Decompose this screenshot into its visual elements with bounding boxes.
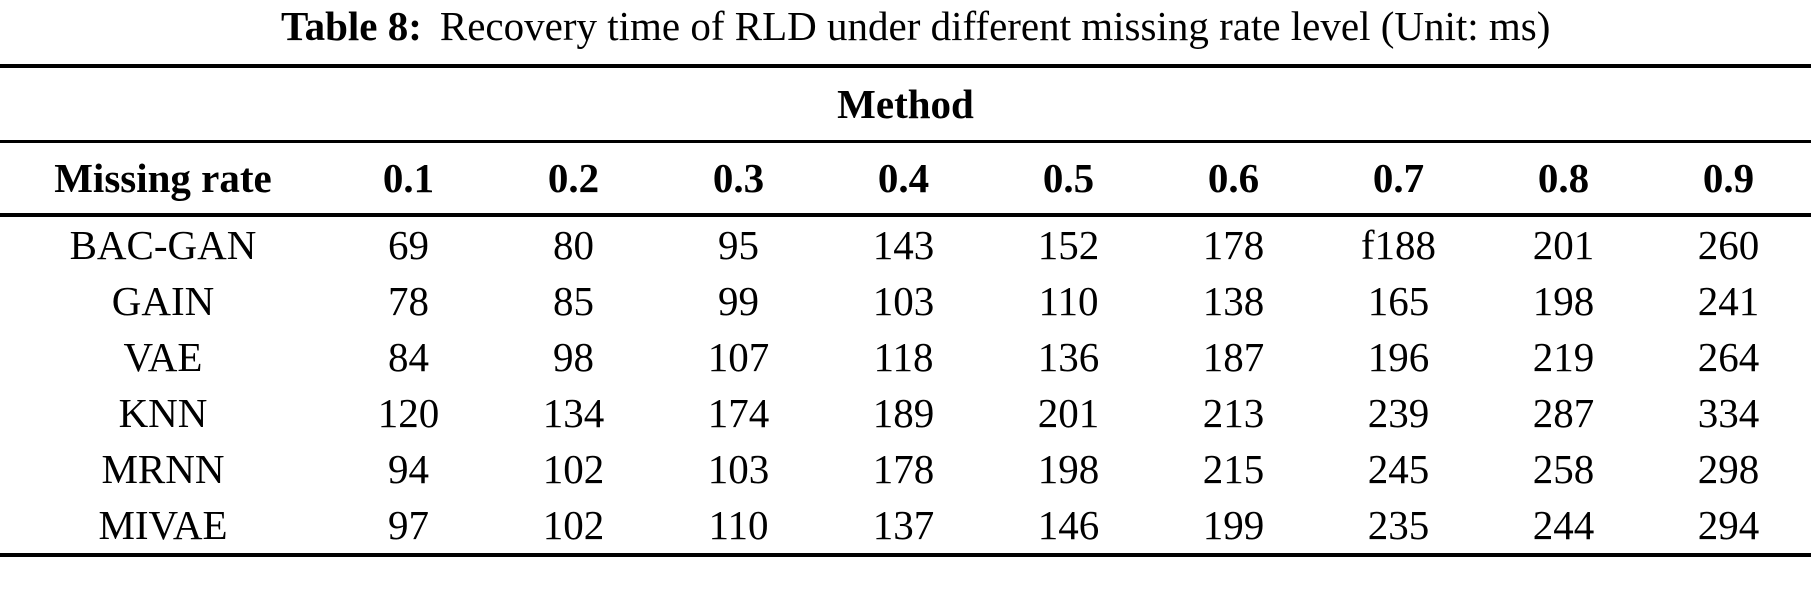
column-header-0.9: 0.9 (1645, 141, 1811, 217)
table-row-mivae: MIVAE 97 102 110 137 146 199 235 244 294 (0, 497, 1811, 555)
table-cell: 78 (387, 278, 429, 324)
table-cell: 198 (1532, 278, 1595, 324)
method-name: MIVAE (98, 502, 228, 548)
table-cell: 264 (1697, 334, 1760, 380)
table-caption-text: Recovery time of RLD under different mis… (439, 3, 1551, 49)
table-cell: 146 (1037, 502, 1100, 548)
method-name: GAIN (111, 278, 215, 324)
column-header-0.4: 0.4 (820, 141, 986, 217)
table-cell: 178 (872, 446, 935, 492)
table-cell: 245 (1367, 446, 1430, 492)
table-cell: 80 (552, 222, 594, 268)
table-cell: 244 (1532, 502, 1595, 548)
method-name: KNN (118, 390, 208, 436)
table-cell: 294 (1697, 502, 1760, 548)
table-cell: 239 (1367, 390, 1430, 436)
column-header-row: Missing rate 0.1 0.2 0.3 0.4 0.5 0.6 0.7… (0, 141, 1811, 217)
column-header-0.3: 0.3 (655, 141, 821, 217)
table-cell: 258 (1532, 446, 1595, 492)
table-cell: 235 (1367, 502, 1430, 548)
table-cell: 213 (1202, 390, 1265, 436)
table-cell: 118 (873, 334, 934, 380)
column-header-0.1: 0.1 (325, 141, 491, 217)
table-cell: 143 (872, 222, 935, 268)
table-cell: 110 (1038, 278, 1099, 324)
method-name: MRNN (101, 446, 225, 492)
table-cell: 201 (1037, 390, 1100, 436)
table-row-knn: KNN 120 134 174 189 201 213 239 287 334 (0, 385, 1811, 441)
table-cell: 84 (387, 334, 429, 380)
table-row-gain: GAIN 78 85 99 103 110 138 165 198 241 (0, 273, 1811, 329)
table-caption-label: Table 8: (281, 3, 422, 49)
table-cell: 187 (1202, 334, 1265, 380)
table-cell: 199 (1202, 502, 1265, 548)
table-cell: 134 (542, 390, 605, 436)
table-cell: 287 (1532, 390, 1595, 436)
method-name: VAE (123, 334, 203, 380)
table-cell: 178 (1202, 222, 1265, 268)
table-row-mrnn: MRNN 94 102 103 178 198 215 245 258 298 (0, 441, 1811, 497)
table-cell: 189 (872, 390, 935, 436)
table-cell: 103 (872, 278, 935, 324)
recovery-time-table: Method Missing rate 0.1 0.2 0.3 0.4 0.5 … (0, 64, 1811, 557)
table-cell: 102 (542, 446, 605, 492)
table-cell: 97 (387, 502, 429, 548)
table-cell: 165 (1367, 278, 1430, 324)
table-cell: 136 (1037, 334, 1100, 380)
table-cell: 201 (1532, 222, 1595, 268)
column-header-0.8: 0.8 (1480, 141, 1646, 217)
table-caption: Table 8: Recovery time of RLD under diffe… (0, 0, 1811, 64)
column-header-0.6: 0.6 (1150, 141, 1316, 217)
table-cell: 260 (1697, 222, 1760, 268)
table-row-vae: VAE 84 98 107 118 136 187 196 219 264 (0, 329, 1811, 385)
table-cell: 241 (1697, 278, 1760, 324)
table-cell: 219 (1532, 334, 1595, 380)
group-header-method: Method (0, 66, 1811, 143)
table-cell: 107 (707, 334, 770, 380)
table-cell: 152 (1037, 222, 1100, 268)
table-cell: 334 (1697, 390, 1760, 436)
table-cell: 102 (542, 502, 605, 548)
table-cell: 138 (1202, 278, 1265, 324)
table-cell: 298 (1697, 446, 1760, 492)
column-header-missing-rate: Missing rate (0, 141, 326, 217)
table-cell: 120 (377, 390, 440, 436)
table-cell: 95 (717, 222, 759, 268)
group-header-row: Method (0, 66, 1811, 143)
column-header-0.7: 0.7 (1315, 141, 1481, 217)
table-cell: 198 (1037, 446, 1100, 492)
table-cell: 110 (708, 502, 769, 548)
table-cell: f188 (1360, 222, 1437, 268)
table-row-bac-gan: BAC-GAN 69 80 95 143 152 178 f188 201 26… (0, 215, 1811, 273)
table-cell: 196 (1367, 334, 1430, 380)
table-cell: 174 (707, 390, 770, 436)
table-cell: 98 (552, 334, 594, 380)
table-cell: 215 (1202, 446, 1265, 492)
column-header-0.2: 0.2 (490, 141, 656, 217)
table-cell: 85 (552, 278, 594, 324)
method-name: BAC-GAN (69, 222, 257, 268)
table-cell: 69 (387, 222, 429, 268)
table-cell: 94 (387, 446, 429, 492)
table-cell: 137 (872, 502, 935, 548)
table-cell: 99 (717, 278, 759, 324)
table-cell: 103 (707, 446, 770, 492)
column-header-0.5: 0.5 (985, 141, 1151, 217)
